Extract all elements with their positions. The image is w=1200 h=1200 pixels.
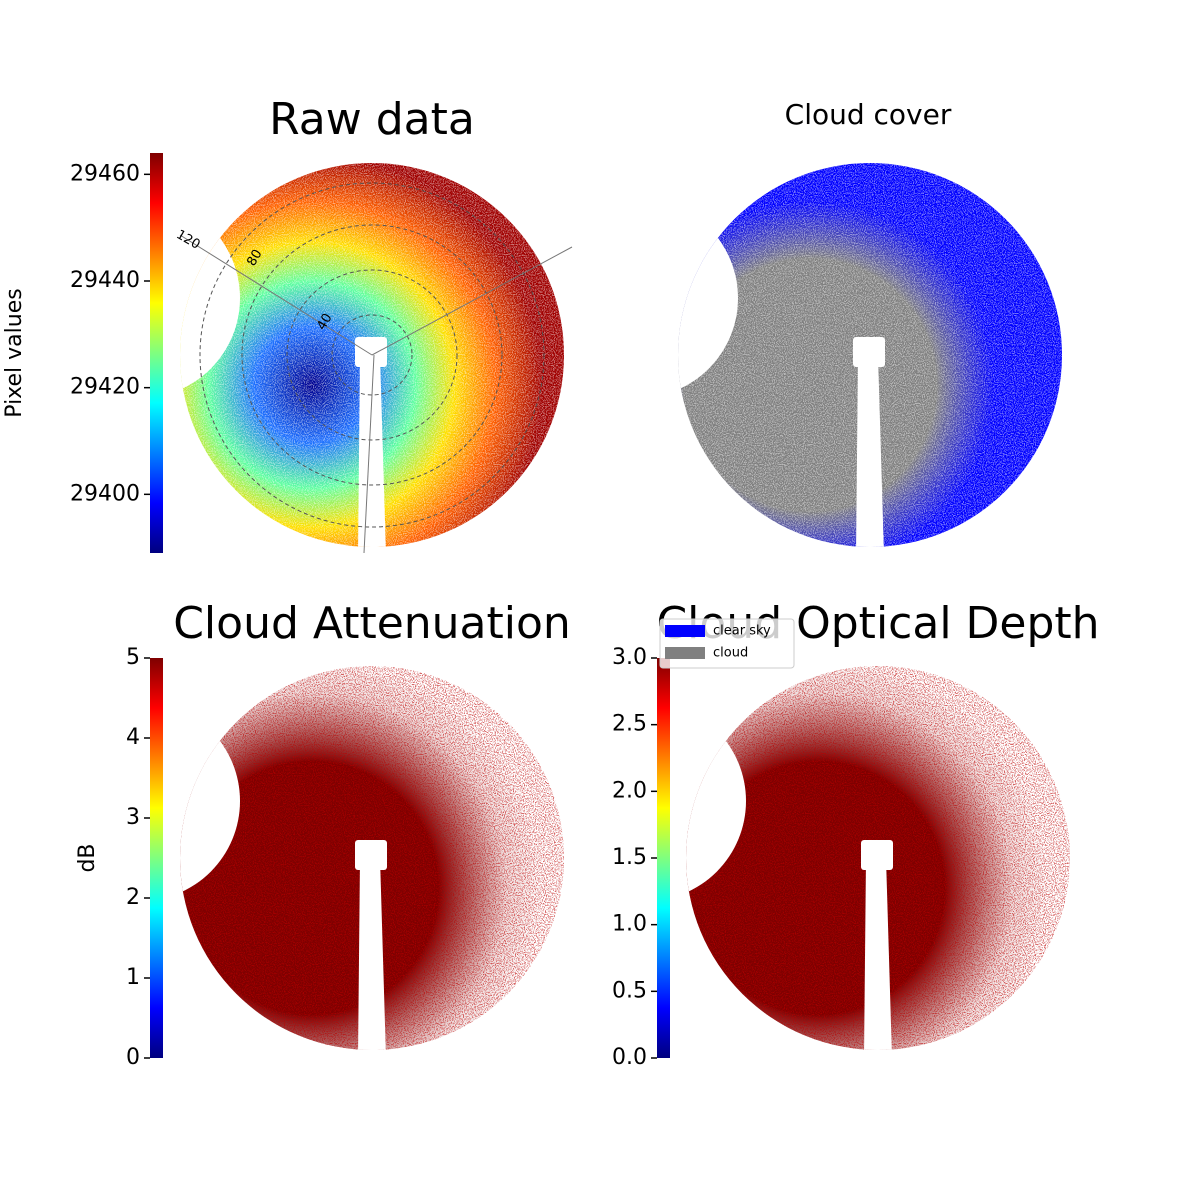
- polar-axis: [179, 234, 373, 356]
- colorbar-tick-label: 3.0: [612, 645, 647, 670]
- colorbar: [657, 658, 670, 1058]
- polar-grid: [199, 182, 545, 528]
- panel-title: Raw data: [269, 94, 475, 145]
- camera-arm: [856, 355, 884, 547]
- polar-axis: [363, 354, 375, 554]
- colorbar-label: Pixel values: [2, 288, 27, 417]
- colorbar: [150, 153, 163, 553]
- colorbar-label: dB: [75, 843, 100, 872]
- polar-label: 120: [173, 227, 202, 252]
- colorbar-tick-label: 1: [126, 965, 140, 990]
- colorbar-tick-label: 1.5: [612, 845, 647, 870]
- panel-title: Cloud Attenuation: [173, 598, 571, 649]
- camera-arm: [358, 355, 386, 547]
- polar-grid: [331, 314, 413, 396]
- colorbar-tick-label: 2.0: [612, 778, 647, 803]
- legend-label: cloud: [713, 646, 748, 661]
- colorbar-tick-label: 29440: [70, 268, 140, 293]
- legend-label: clear sky: [713, 624, 771, 639]
- camera-arm: [358, 858, 386, 1050]
- polar-grid: [286, 269, 458, 441]
- legend-swatch: [665, 625, 705, 637]
- colorbar-tick-label: 0: [126, 1045, 140, 1070]
- colorbar-tick-label: 0.5: [612, 978, 647, 1003]
- polar-label: 40: [314, 311, 335, 333]
- sky-image: [180, 666, 564, 1050]
- colorbar-tick-label: 2: [126, 885, 140, 910]
- panel-title: Cloud cover: [785, 98, 952, 131]
- colorbar-tick-label: 29420: [70, 375, 140, 400]
- colorbar-tick-label: 4: [126, 725, 140, 750]
- colorbar-tick-label: 5: [126, 645, 140, 670]
- colorbar-tick-label: 29460: [70, 161, 140, 186]
- sky-image: [678, 163, 1062, 547]
- legend-swatch: [665, 647, 705, 659]
- polar-label: 80: [244, 247, 265, 269]
- colorbar-tick-label: 2.5: [612, 712, 647, 737]
- horizon-mask: [180, 701, 240, 901]
- colorbar-tick-label: 29400: [70, 481, 140, 506]
- camera-arm: [864, 858, 892, 1050]
- polar-grid: [241, 224, 503, 486]
- polar-axis: [371, 246, 573, 356]
- colorbar: [150, 658, 163, 1058]
- colorbar-tick-label: 1.0: [612, 912, 647, 937]
- colorbar-tick-label: 0.0: [612, 1045, 647, 1070]
- horizon-mask: [678, 198, 738, 398]
- colorbar-tick-label: 3: [126, 805, 140, 830]
